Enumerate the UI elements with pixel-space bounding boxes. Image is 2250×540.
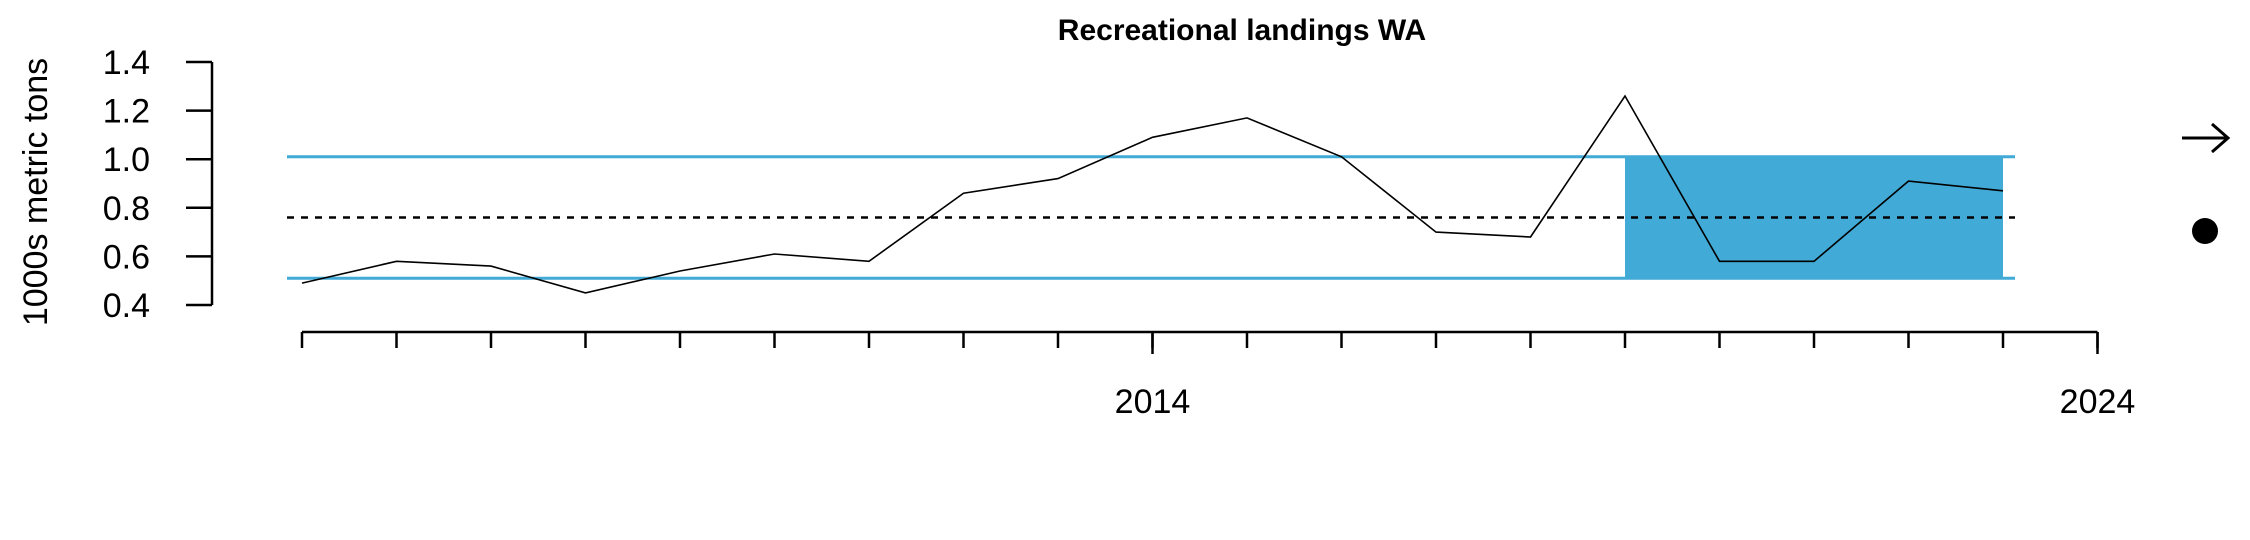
y-tick-label: 0.6 [103, 238, 150, 276]
y-tick-label: 1.2 [103, 93, 150, 131]
filled-circle-icon [2192, 218, 2218, 244]
y-axis-label: 1000s metric tons [17, 58, 55, 326]
y-axis: 0.4 0.6 0.8 1.0 1.2 1.4 [103, 44, 214, 325]
x-axis: 2014 2024 [300, 330, 2136, 421]
y-tick-label: 1.4 [103, 44, 150, 82]
y-tick-label: 0.8 [103, 190, 150, 228]
series-line [301, 94, 2004, 294]
x-tick-label: 2014 [1115, 383, 1191, 421]
y-tick-label: 0.4 [103, 287, 150, 325]
chart-title: Recreational landings WA [1058, 14, 1426, 47]
plot-area [287, 94, 2015, 294]
right-arrow-icon [2182, 122, 2231, 154]
x-tick-label: 2024 [2060, 383, 2136, 421]
y-tick-label: 1.0 [103, 141, 150, 179]
